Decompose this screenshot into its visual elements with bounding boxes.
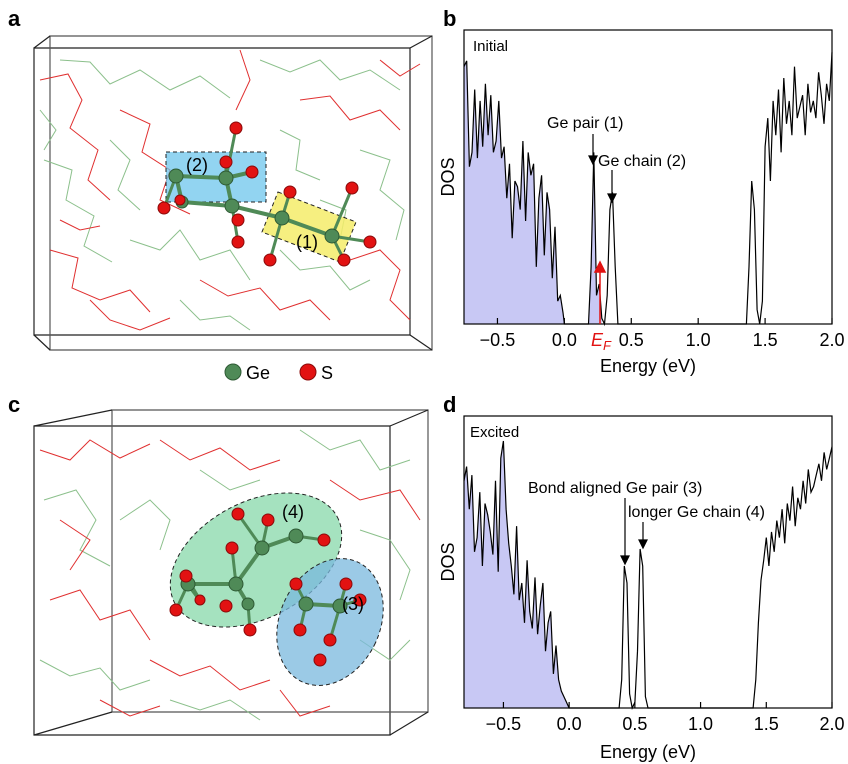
panel-label-a: a (8, 6, 21, 31)
dos-line-b (463, 52, 833, 327)
dos-box-label-d: Excited (470, 424, 519, 441)
x-axis-label-b: Energy (eV) (600, 356, 696, 376)
annotation-ge-pair-1: Ge pair (1) (547, 115, 623, 132)
x-tick-label-b: 0.5 (619, 330, 644, 350)
plot-frame-b (463, 29, 833, 325)
s-legend-label: S (321, 363, 333, 383)
region-label-2: (2) (186, 155, 208, 175)
background-network-c (39, 429, 421, 721)
x-tick-label-b: 0.0 (552, 330, 577, 350)
plot-frame-d (463, 415, 833, 709)
annotation-ge-chain-2: Ge chain (2) (598, 153, 686, 170)
y-axis-label-d: DOS (438, 542, 458, 581)
x-tick-label-b: −0.5 (480, 330, 516, 350)
x-tick-label-d: 2.0 (819, 714, 844, 734)
x-tick-label-d: −0.5 (486, 714, 522, 734)
ge-legend-icon (224, 363, 242, 381)
x-ticks-d: −0.5 0.0 0.5 1.0 1.5 2.0 (486, 702, 845, 734)
x-tick-label-d: 1.0 (688, 714, 713, 734)
region-label-4: (4) (282, 502, 304, 522)
x-tick-label-d: 1.5 (754, 714, 779, 734)
arrow-ge-pair-3 (620, 498, 630, 566)
panel-label-b: b (443, 6, 457, 31)
x-tick-label-b: 2.0 (819, 330, 844, 350)
x-tick-label-d: 0.0 (557, 714, 582, 734)
dos-fill-d (464, 441, 570, 708)
highlight-region-3 (276, 558, 384, 686)
x-axis-label-d: Energy (eV) (600, 742, 696, 762)
region-label-1: (1) (296, 232, 318, 252)
structure-panel-c: (4) (3) (33, 409, 429, 736)
x-tick-label-b: 1.5 (753, 330, 778, 350)
arrow-ge-pair-1 (588, 134, 598, 166)
s-atoms-c (169, 507, 367, 667)
x-tick-label-b: 1.0 (686, 330, 711, 350)
y-axis-label-b: DOS (438, 157, 458, 196)
dos-box-label-b: Initial (473, 38, 508, 55)
simulation-box-c (33, 409, 429, 736)
dos-line-d (463, 440, 833, 710)
panel-label-d: d (443, 392, 457, 417)
annotation-ge-chain-4: longer Ge chain (4) (628, 504, 765, 521)
s-legend-icon (299, 363, 317, 381)
background-network-a (39, 49, 421, 331)
dos-chart-d: −0.5 0.0 0.5 1.0 1.5 2.0 DOS Energy (eV) Exci… (438, 415, 845, 762)
panel-label-c: c (8, 392, 21, 417)
ge-atoms-c (180, 528, 348, 614)
fermi-level-label: EF (591, 330, 612, 353)
ge-atoms-a (168, 168, 340, 244)
x-tick-label-d: 0.5 (622, 714, 647, 734)
arrow-ge-chain-2 (607, 170, 617, 204)
structure-panel-a: (2) (1) (33, 35, 433, 351)
simulation-box-a (33, 35, 433, 351)
dos-fill-b (464, 60, 602, 325)
x-ticks-b: −0.5 0.0 0.5 1.0 1.5 2.0 (480, 318, 845, 350)
atom-legend: Ge S (224, 363, 333, 383)
dos-chart-b: −0.5 0.0 0.5 1.0 1.5 2.0 DOS Energy (eV) Init… (438, 29, 845, 376)
annotation-ge-pair-3: Bond aligned Ge pair (3) (528, 480, 702, 497)
s-atoms-a (157, 121, 377, 267)
arrow-ge-chain-4 (638, 522, 648, 550)
fermi-level-arrow (593, 260, 607, 324)
ge-legend-label: Ge (246, 363, 270, 383)
region-label-3: (3) (342, 594, 364, 614)
